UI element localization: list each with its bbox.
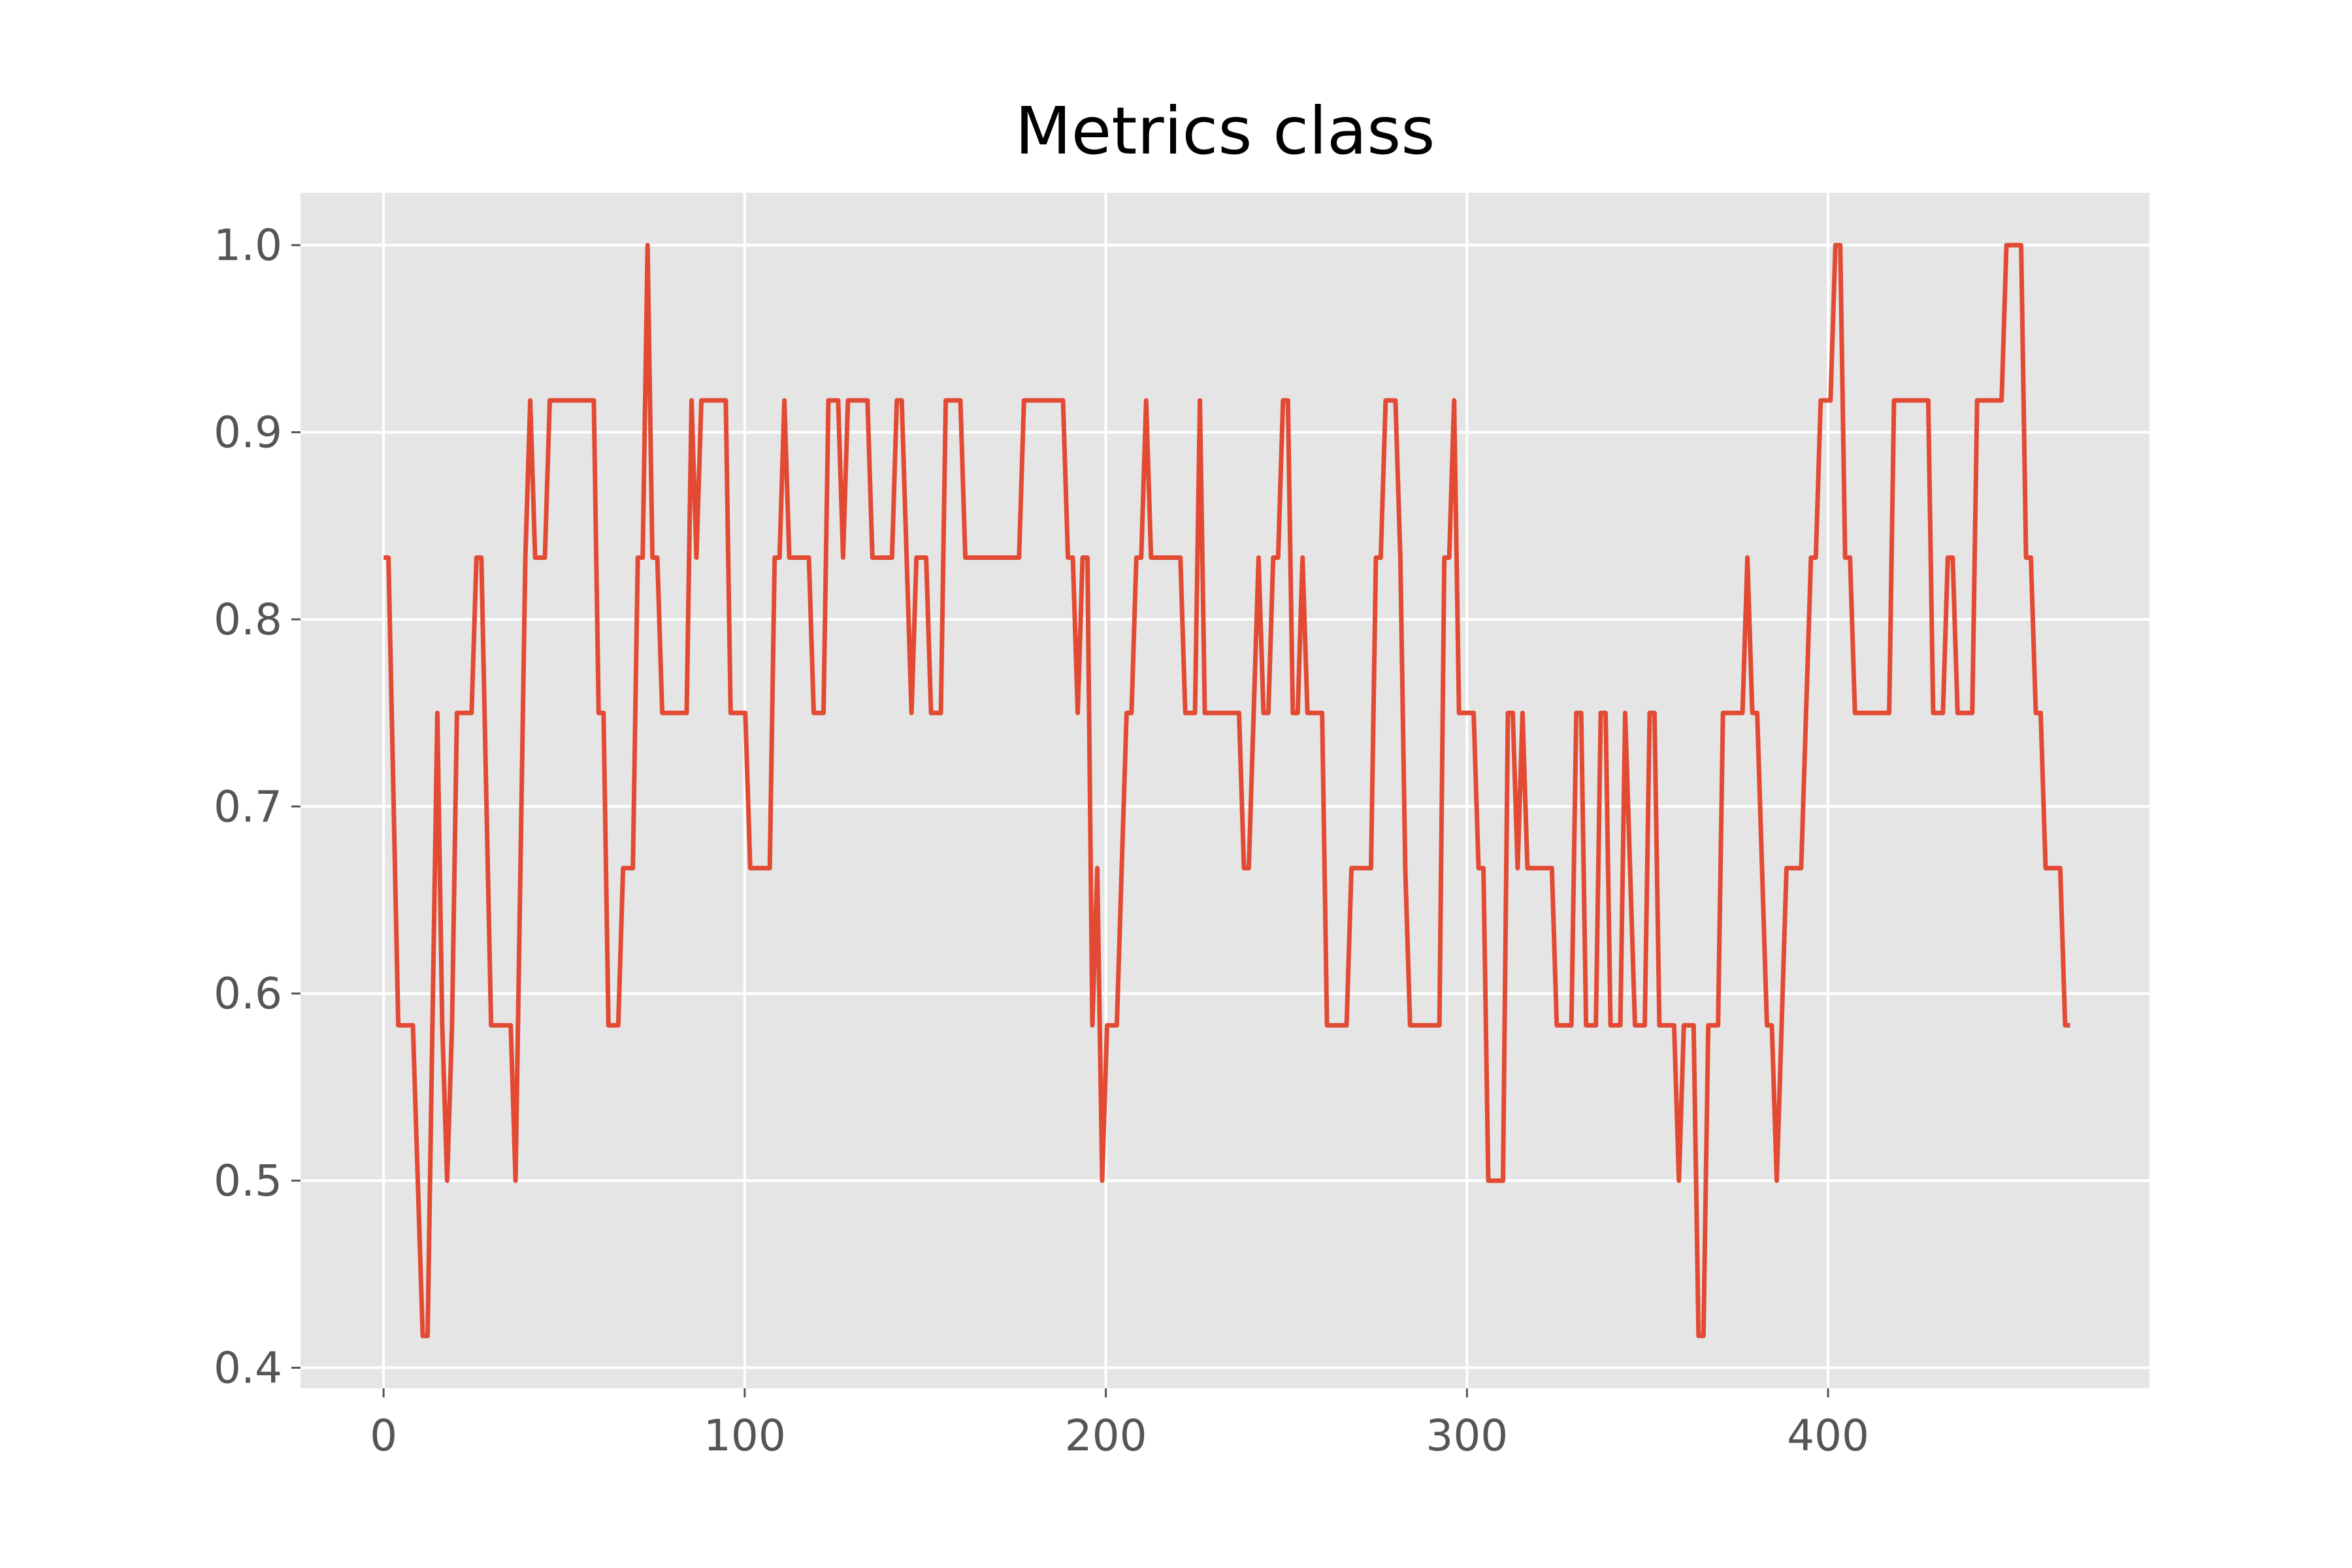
y-tick-label: 0.6 (214, 969, 282, 1019)
y-tick-label: 1.0 (214, 220, 282, 270)
chart-title: Metrics class (1015, 93, 1435, 169)
y-tick-label: 0.5 (214, 1156, 282, 1206)
x-tick-label: 200 (1065, 1411, 1147, 1461)
series-line (384, 242, 2070, 1339)
series-layer (384, 242, 2070, 1339)
x-tick-label: 300 (1426, 1411, 1508, 1461)
x-tick-label: 0 (370, 1411, 397, 1461)
x-tick-label: 100 (704, 1411, 786, 1461)
y-tick-label: 0.4 (214, 1343, 282, 1393)
plot-area (301, 193, 2149, 1388)
y-tick-label: 0.9 (214, 408, 282, 458)
y-tick-label: 0.7 (214, 781, 282, 832)
axis-ticks: 0 100 200 300 400 0.4 0.5 0.6 0.7 0.8 0.9 1.0 (214, 220, 1869, 1461)
x-tick-label: 400 (1787, 1411, 1869, 1461)
y-tick-label: 0.8 (214, 595, 282, 645)
